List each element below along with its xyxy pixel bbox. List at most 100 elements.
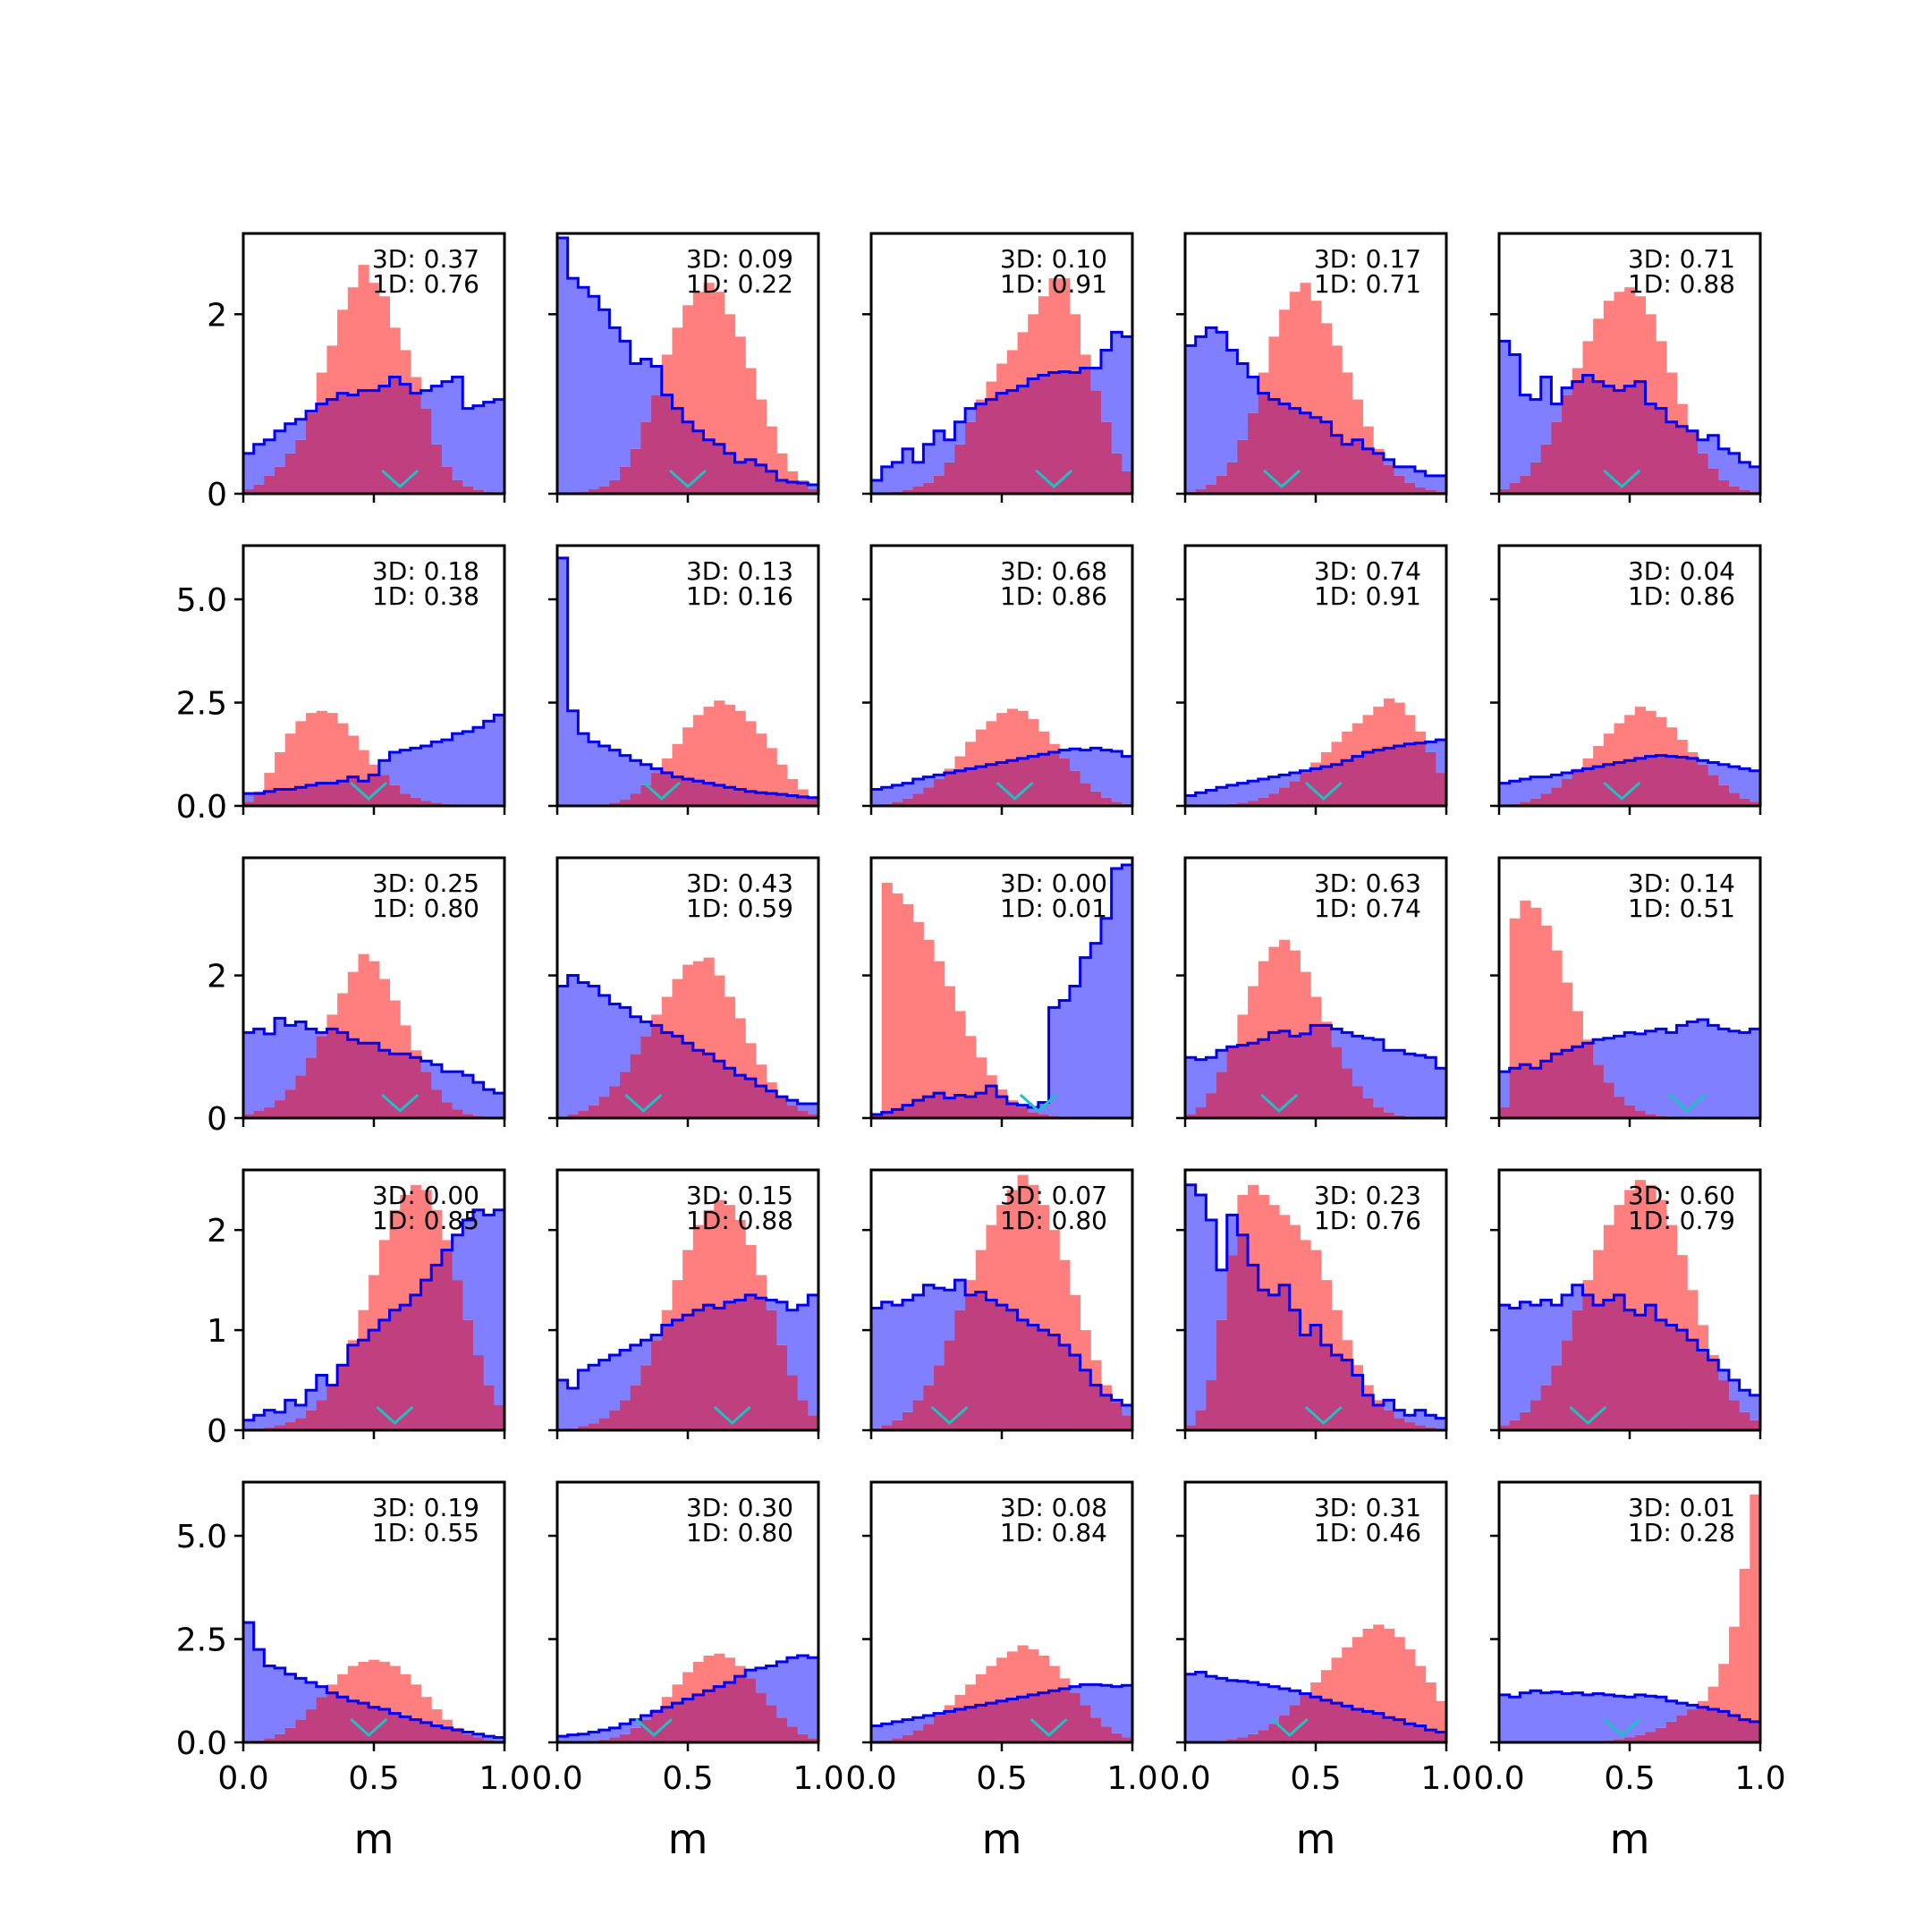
stat-3d-label: 3D: 0.74: [1314, 556, 1421, 586]
y-tick-label: 0: [207, 1101, 227, 1138]
blue-bar: [808, 1294, 818, 1416]
overlap-bar: [672, 776, 683, 806]
blue-bar: [1122, 1685, 1132, 1738]
overlap-bar: [1017, 1319, 1029, 1430]
overlap-bar: [306, 784, 318, 806]
blue-bar: [284, 1400, 296, 1423]
overlap-bar: [337, 1032, 349, 1118]
overlap-bar: [369, 1330, 380, 1430]
red-bar: [965, 741, 977, 769]
overlap-bar: [912, 1400, 924, 1430]
red-bar: [1342, 1647, 1353, 1707]
overlap-bar: [1562, 1050, 1573, 1118]
blue-bar: [912, 778, 924, 794]
red-bar: [1017, 1174, 1029, 1320]
red-bar: [965, 1036, 977, 1097]
overlap-bar: [1248, 801, 1259, 806]
blue-bar: [1185, 1674, 1197, 1742]
blue-bar: [630, 1016, 641, 1055]
overlap-bar: [682, 421, 694, 494]
overlap-bar: [1676, 757, 1688, 806]
overlap-bar: [316, 1400, 327, 1430]
overlap-bar: [1362, 1394, 1374, 1430]
overlap-bar: [923, 1385, 935, 1430]
red-bar: [682, 727, 694, 779]
blue-bar: [1111, 751, 1123, 802]
overlap-bar: [1048, 1335, 1060, 1430]
red-bar: [661, 996, 673, 1033]
blue-bar: [1195, 1194, 1207, 1411]
blue-bar: [1572, 1284, 1583, 1310]
red-bar: [1279, 939, 1291, 1031]
blue-bar: [1750, 466, 1760, 492]
overlap-bar: [378, 1709, 391, 1742]
blue-bar: [1069, 986, 1081, 1118]
stat-1d-label: 1D: 0.38: [372, 581, 479, 611]
overlap-bar: [1300, 1033, 1311, 1118]
blue-bar: [1195, 1059, 1207, 1108]
blue-bar: [1665, 1032, 1678, 1117]
x-tick-label: 1.0: [1420, 1760, 1471, 1797]
blue-bar: [797, 1305, 809, 1401]
red-bar: [1593, 1250, 1605, 1306]
stat-1d-label: 1D: 0.80: [686, 1518, 793, 1547]
blue-bar: [609, 1727, 621, 1738]
overlap-bar: [1268, 399, 1280, 494]
red-bar: [1006, 350, 1019, 391]
overlap-bar: [589, 1423, 600, 1430]
blue-bar: [400, 750, 411, 794]
blue-bar: [494, 1209, 504, 1406]
overlap-bar: [923, 1097, 935, 1118]
red-bar: [724, 314, 736, 453]
red-bar: [1352, 723, 1364, 757]
overlap-bar: [1582, 375, 1594, 494]
blue-bar: [1687, 1021, 1699, 1118]
red-bar: [996, 1657, 1008, 1701]
overlap-bar: [1540, 1061, 1552, 1118]
overlap-bar: [1320, 767, 1333, 806]
overlap-bar: [1645, 756, 1657, 806]
overlap-bar: [1394, 1418, 1405, 1430]
overlap-bar: [1383, 1112, 1395, 1118]
overlap-bar: [1425, 751, 1436, 806]
blue-bar: [1237, 1681, 1249, 1738]
x-axis-label: m: [1610, 1815, 1650, 1863]
overlap-bar: [1100, 421, 1113, 494]
stat-3d-label: 3D: 0.14: [1628, 869, 1735, 898]
overlap-bar: [1373, 1713, 1385, 1742]
overlap-bar: [1195, 1107, 1207, 1118]
overlap-bar: [1603, 764, 1614, 806]
red-bar: [1320, 1021, 1333, 1026]
plot-area: [243, 265, 504, 494]
overlap-bar: [1279, 1030, 1291, 1118]
stat-1d-label: 1D: 0.80: [372, 894, 479, 923]
overlap-bar: [944, 462, 955, 494]
overlap-bar: [640, 421, 652, 494]
overlap-bar: [1100, 1394, 1113, 1430]
blue-bar: [1226, 350, 1238, 462]
blue-step-outline: [1499, 339, 1760, 494]
overlap-bar: [1017, 758, 1029, 806]
blue-step-outline: [557, 236, 818, 494]
overlap-bar: [1111, 1402, 1123, 1430]
blue-bar: [253, 444, 265, 485]
blue-bar: [567, 278, 579, 494]
red-bar: [1331, 345, 1343, 436]
blue-bar: [1226, 1215, 1238, 1256]
overlap-bar: [452, 479, 463, 494]
blue-bar: [620, 1350, 631, 1401]
overlap-bar: [776, 1344, 788, 1430]
red-bar: [264, 773, 275, 792]
stat-3d-label: 3D: 0.63: [1314, 869, 1421, 898]
blue-bar: [243, 793, 255, 802]
blue-bar: [1059, 1000, 1071, 1117]
blue-bar: [1499, 783, 1511, 806]
red-bar: [326, 1014, 338, 1030]
red-bar: [986, 381, 997, 400]
overlap-bar: [1603, 1300, 1614, 1430]
blue-bar: [452, 377, 463, 480]
overlap-bar: [965, 1294, 977, 1430]
